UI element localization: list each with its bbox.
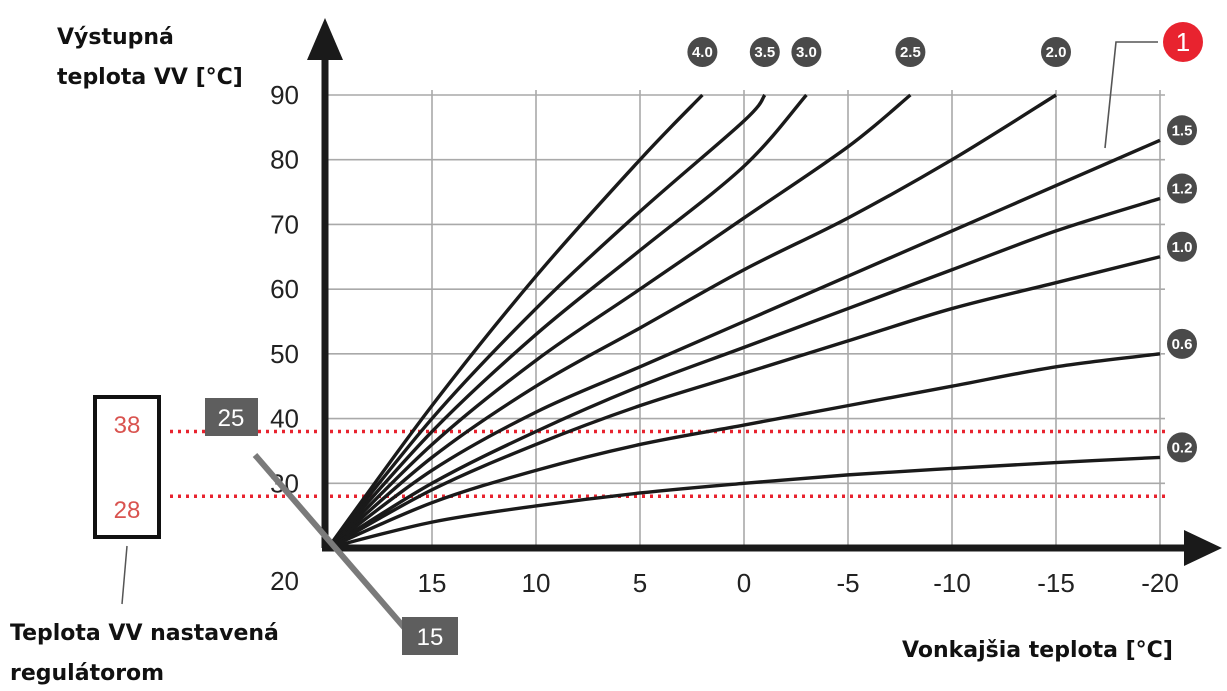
regulator-box-frame [93,395,161,539]
heating-curve-0.6 [327,352,1161,550]
curve-label-badge [749,37,780,67]
curve-label-text: 2.5 [900,44,921,61]
curve-label-text: 1.0 [1172,239,1193,256]
curve-label-badge [1167,328,1197,359]
y-tick-label: 30 [270,468,299,498]
curve-label-text: 3.5 [754,44,775,61]
curve-label-text: 1.5 [1172,122,1193,139]
x-axis-title: Vonkajšia teplota [°C] [902,638,1173,663]
heating-curve-1.2 [327,196,1161,550]
curve-label-3.0: 3.0 [791,37,822,67]
curve-label-badge [1167,115,1197,146]
regulator-setpoint-box: 38 28 [93,395,161,605]
curve-label-badge [1167,173,1197,204]
y-tick-label: 90 [270,80,299,110]
room-temp-low-box [402,617,458,655]
regulator-value-high: 38 [114,412,141,439]
axes [307,18,1222,566]
y-tick-label: 50 [270,339,299,369]
regulator-value-low: 28 [114,497,141,524]
marker-1: 1 [1104,22,1203,149]
x-tick-labels: 15 10 5 0 -5 -10 -15 -20 [418,568,1179,598]
y-tick-label: 60 [270,274,299,304]
curve-label-badge [895,37,926,67]
marker-circle [1163,22,1203,62]
x-tick-label: 5 [633,568,647,598]
heating-curve-3.5 [326,93,767,550]
reference-lines [170,429,1165,498]
heating-curve-3.0 [326,93,808,550]
y-tick-label: 70 [270,209,299,239]
y-tick-label: 20 [270,566,299,596]
curve-label-3.5: 3.5 [749,37,780,67]
curve-label-4.0: 4.0 [687,37,718,67]
curve-label-text: 4.0 [692,44,713,61]
curve-label-badge [1041,37,1071,67]
y-tick-label: 80 [270,145,299,175]
curve-label-2.5: 2.5 [895,37,926,67]
curve-label-badge [687,37,718,67]
heating-curves [326,93,1161,550]
x-axis-arrow [1184,530,1222,566]
x-tick-label: -5 [836,568,859,598]
room-temp-low-label: 15 [417,624,444,651]
y-axis-title-line2: teplota VV [°C] [57,65,243,90]
heating-curve-1.0 [327,255,1161,550]
regulator-title-line1: Teplota VV nastavená [10,621,279,646]
curve-label-badge [1167,432,1197,463]
curve-label-text: 0.6 [1172,336,1193,353]
curve-label-2.0: 2.0 [1041,37,1071,67]
regulator-title-line2: regulátorom [10,661,164,686]
curve-label-text: 3.0 [796,44,817,61]
heating-curve-2.5 [326,93,912,550]
y-tick-label: 40 [270,404,299,434]
x-tick-label: -15 [1037,568,1075,598]
curve-label-badge [791,37,822,67]
room-temp-scale: 25 15 [205,398,458,655]
curve-label-badge [1167,231,1197,262]
y-tick-labels: 20 30 40 50 60 70 80 90 [270,80,299,596]
room-temp-high-box [205,398,258,436]
curve-label-0.2: 0.2 [1167,432,1197,463]
curve-label-1.5: 1.5 [1167,115,1197,146]
x-tick-label: -10 [933,568,971,598]
x-tick-label: 0 [737,568,751,598]
heating-curve-0.2 [327,455,1161,550]
y-axis-arrow [307,18,343,60]
room-temp-high-label: 25 [218,405,245,432]
marker-label: 1 [1176,27,1190,57]
y-axis-title-line1: Výstupná [57,25,174,50]
heating-curve-4.0 [326,93,704,550]
heating-curve-2.0 [326,93,1057,550]
marker-leader-line [1104,41,1158,149]
curve-label-text: 1.2 [1172,181,1193,198]
heating-curve-1.5 [326,138,1161,550]
curve-labels: 4.0 3.5 3.0 2.5 2.0 1.5 1.2 1.0 0.6 0.2 [687,37,1197,463]
curve-label-1.0: 1.0 [1167,231,1197,262]
regulator-pointer-line [121,545,128,605]
curve-label-1.2: 1.2 [1167,173,1197,204]
room-temp-diagonal [252,453,418,642]
curve-label-text: 2.0 [1046,44,1067,61]
x-tick-label: 10 [522,568,551,598]
x-tick-label: 15 [418,568,447,598]
x-tick-label: -20 [1141,568,1179,598]
curve-label-text: 0.2 [1172,439,1193,456]
curve-label-0.6: 0.6 [1167,328,1197,359]
